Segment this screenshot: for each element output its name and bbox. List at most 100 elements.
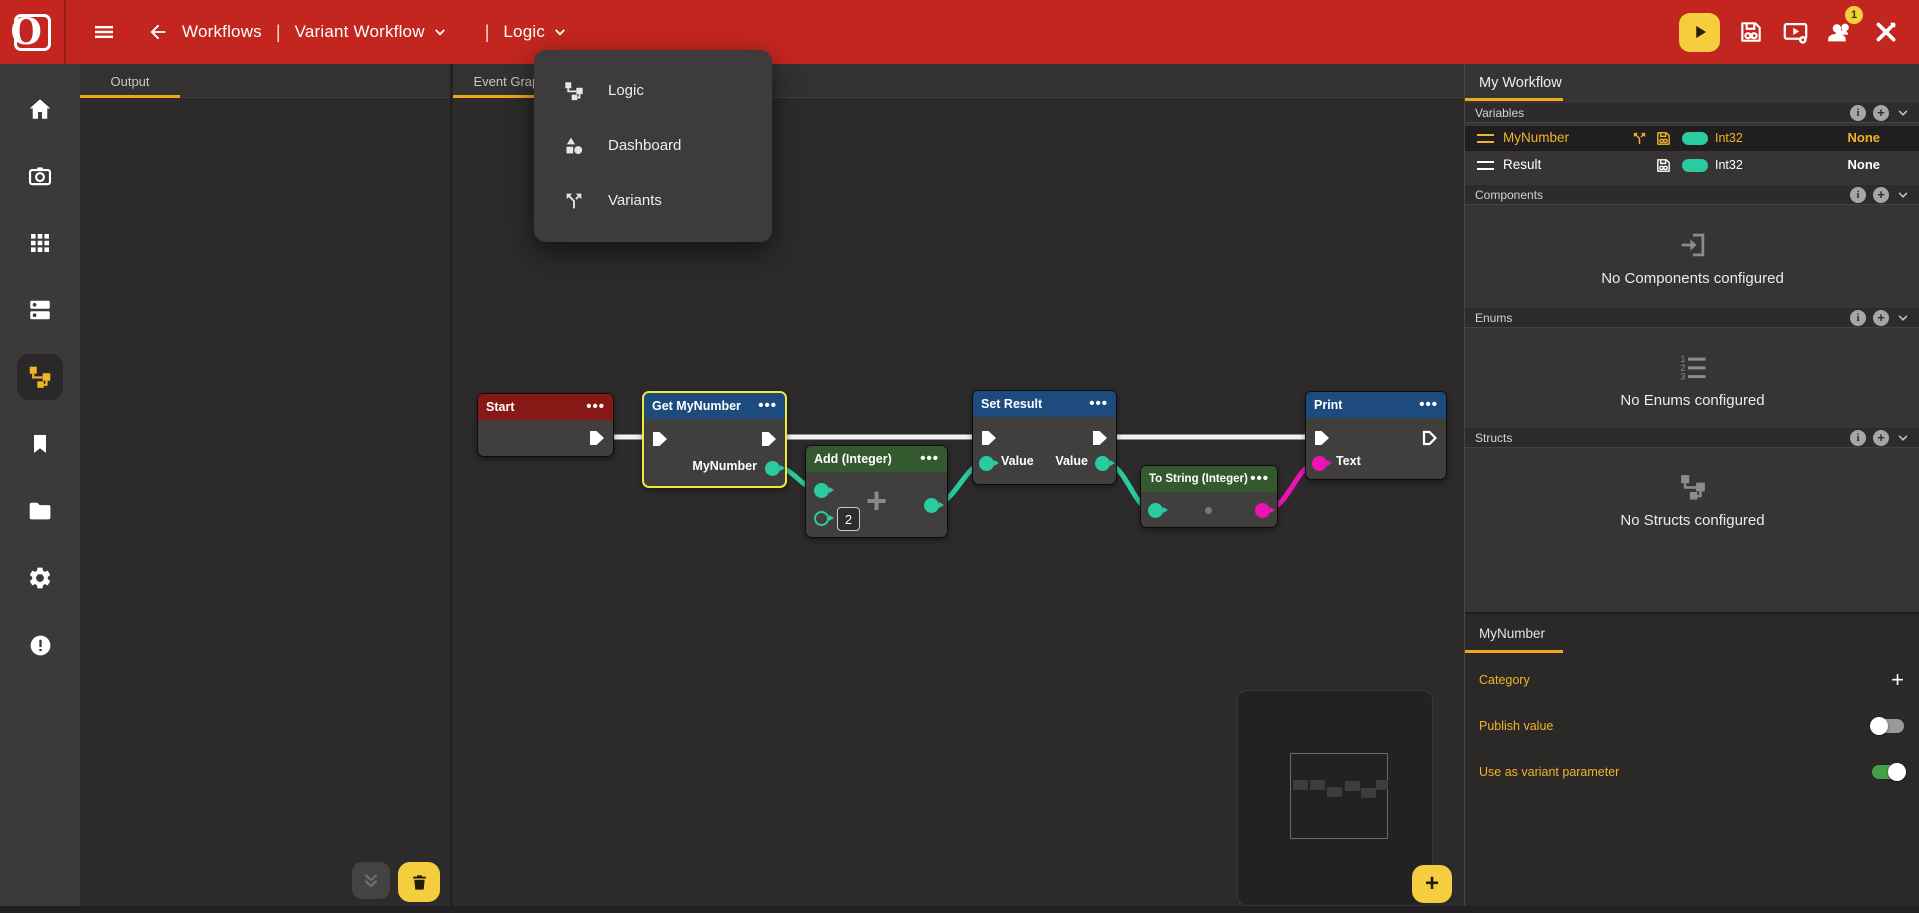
users-icon[interactable]: 1 <box>1827 6 1863 46</box>
exec-input-pin[interactable] <box>979 428 999 448</box>
node-menu-icon[interactable]: ••• <box>920 450 939 467</box>
info-icon[interactable]: i <box>1850 104 1866 121</box>
breadcrumb-separator: | <box>484 21 490 42</box>
breadcrumb-view-name: Logic <box>503 22 546 41</box>
string-input-pin[interactable] <box>1312 456 1332 471</box>
home-icon[interactable] <box>17 86 63 132</box>
integer-output-pin[interactable] <box>765 461 785 476</box>
error-icon[interactable] <box>17 622 63 668</box>
exec-input-pin[interactable] <box>650 429 670 449</box>
menu-item-logic[interactable]: Logic <box>534 63 772 118</box>
tab-event-graph[interactable]: Event Graph <box>453 64 567 98</box>
integer-input-pin[interactable] <box>1148 503 1168 518</box>
add-component-icon[interactable]: + <box>1873 186 1889 203</box>
notification-badge: 1 <box>1845 6 1863 24</box>
folder-icon[interactable] <box>17 488 63 534</box>
structs-empty-state: No Structs configured <box>1465 456 1919 544</box>
info-icon[interactable]: i <box>1850 309 1866 326</box>
graph-minimap[interactable] <box>1237 690 1433 906</box>
exec-output-pin-unconnected[interactable] <box>1420 428 1440 448</box>
back-arrow-icon[interactable] <box>142 16 174 48</box>
menu-item-label: Variants <box>608 192 662 209</box>
screen-play-settings-icon[interactable] <box>1782 19 1809 46</box>
variable-value[interactable]: None <box>1847 130 1881 145</box>
workflows-icon[interactable] <box>17 354 63 400</box>
chevron-down-icon <box>555 29 565 36</box>
node-menu-icon[interactable]: ••• <box>758 397 777 414</box>
integer-output-pin[interactable] <box>924 498 944 513</box>
workflow-selector[interactable]: Variant Workflow <box>295 22 449 42</box>
menu-icon[interactable] <box>84 12 124 52</box>
apps-grid-icon[interactable] <box>17 220 63 266</box>
view-selector[interactable]: Logic <box>503 22 569 42</box>
tab-mynumber[interactable]: MyNumber <box>1465 614 1919 653</box>
chevron-down-icon[interactable] <box>1896 106 1910 120</box>
bookmark-icon[interactable] <box>17 421 63 467</box>
settings-icon[interactable] <box>17 555 63 601</box>
variable-value[interactable]: None <box>1847 157 1881 172</box>
clear-output-button[interactable] <box>398 862 440 902</box>
integer-output-pin[interactable] <box>1095 456 1115 471</box>
section-variables: Variables i + <box>1465 103 1919 123</box>
node-title: Add (Integer) <box>814 452 892 466</box>
publish-value-toggle[interactable] <box>1870 717 1904 735</box>
string-output-pin[interactable] <box>1255 503 1275 518</box>
integer-input-pin-2[interactable] <box>814 511 834 526</box>
breadcrumb-workflows[interactable]: Workflows <box>182 22 262 41</box>
collapse-output-button[interactable] <box>352 862 390 899</box>
add-struct-icon[interactable]: + <box>1873 429 1889 446</box>
node-to-string[interactable]: To String (Integer) ••• <box>1140 465 1278 528</box>
numbered-list-icon: 1 2 3 <box>1678 352 1708 382</box>
variable-row-mynumber[interactable]: MyNumber Int32 None <box>1465 126 1919 151</box>
empty-state-text: No Structs configured <box>1620 511 1765 529</box>
exec-input-pin[interactable] <box>1312 428 1332 448</box>
window-bottom-edge <box>0 906 1919 913</box>
minimap-viewport[interactable] <box>1290 753 1388 839</box>
breadcrumb-workflow-name: Variant Workflow <box>294 22 425 41</box>
node-get-mynumber[interactable]: Get MyNumber ••• MyNumber <box>642 391 787 488</box>
chevron-down-icon[interactable] <box>1896 311 1910 325</box>
run-workflow-button[interactable] <box>1679 12 1720 52</box>
drag-handle-icon[interactable] <box>1477 134 1494 143</box>
variant-parameter-toggle[interactable] <box>1872 763 1906 781</box>
node-menu-icon[interactable]: ••• <box>586 398 605 415</box>
view-dropdown-menu: Logic Dashboard Variants <box>534 50 772 242</box>
variable-row-result[interactable]: Result Int32 None <box>1465 153 1919 178</box>
menu-item-dashboard[interactable]: Dashboard <box>534 118 772 173</box>
tab-event-graph-label: Event Graph <box>473 73 547 89</box>
section-enums: Enums i + <box>1465 308 1919 328</box>
panel-divider[interactable] <box>450 64 453 913</box>
node-set-result[interactable]: Set Result ••• Value Value <box>972 390 1117 485</box>
info-icon[interactable]: i <box>1850 429 1866 446</box>
app-logo[interactable]: O <box>0 0 64 64</box>
chevron-down-icon[interactable] <box>1896 188 1910 202</box>
section-components: Components i + <box>1465 185 1919 205</box>
tab-output[interactable]: Output <box>80 64 180 98</box>
exec-output-pin[interactable] <box>587 428 607 448</box>
node-start[interactable]: Start ••• <box>477 393 614 457</box>
dns-icon[interactable] <box>17 287 63 333</box>
add-enum-icon[interactable]: + <box>1873 309 1889 326</box>
exec-output-pin[interactable] <box>759 429 779 449</box>
info-icon[interactable]: i <box>1850 186 1866 203</box>
node-menu-icon[interactable]: ••• <box>1089 395 1108 412</box>
node-title: To String (Integer) <box>1149 473 1248 485</box>
exit-edit-icon[interactable] <box>1873 19 1899 45</box>
camera-icon[interactable] <box>17 153 63 199</box>
node-menu-icon[interactable]: ••• <box>1250 470 1269 487</box>
node-print[interactable]: Print ••• Text <box>1305 391 1447 480</box>
node-menu-icon[interactable]: ••• <box>1419 396 1438 413</box>
exec-output-pin[interactable] <box>1090 428 1110 448</box>
menu-item-variants[interactable]: Variants <box>534 173 772 228</box>
integer-input-pin[interactable] <box>979 456 999 471</box>
save-link-icon[interactable] <box>1738 19 1764 45</box>
tab-my-workflow[interactable]: My Workflow <box>1465 64 1919 101</box>
add-category-button[interactable]: + <box>1891 667 1904 692</box>
chevron-down-icon[interactable] <box>1896 431 1910 445</box>
integer-input-pin-1[interactable] <box>814 483 834 498</box>
drag-handle-icon[interactable] <box>1477 161 1494 170</box>
integer-value-input[interactable]: 2 <box>837 507 860 531</box>
node-add-integer[interactable]: Add (Integer) ••• 2 + <box>805 445 948 538</box>
add-variable-icon[interactable]: + <box>1873 104 1889 121</box>
add-node-button[interactable]: + <box>1412 865 1452 903</box>
